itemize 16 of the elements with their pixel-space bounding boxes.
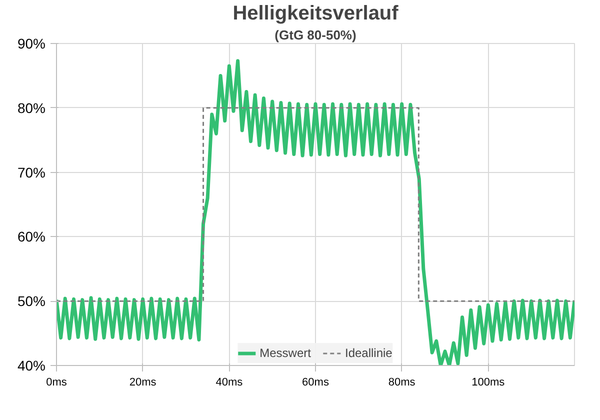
legend-label: Messwert [260,346,311,360]
x-tick-label: 80ms [388,376,416,388]
legend-label: Ideallinie [344,346,392,360]
y-tick-label: 50% [17,293,46,310]
x-tick-label: 20ms [129,376,157,388]
x-tick-label: 40ms [216,376,244,388]
chart-title: Helligkeitsverlauf [232,2,399,24]
x-tick-label: 100ms [472,376,506,388]
y-tick-label: 90% [17,36,46,52]
y-tick-label: 60% [17,228,46,245]
y-tick-label: 40% [17,358,46,374]
y-tick-label: 70% [17,164,46,180]
y-tick-label: 80% [17,100,46,116]
chart-subtitle: (GtG 80-50%) [274,28,356,42]
x-tick-label: 0ms [46,376,68,388]
x-tick-label: 60ms [302,376,330,388]
